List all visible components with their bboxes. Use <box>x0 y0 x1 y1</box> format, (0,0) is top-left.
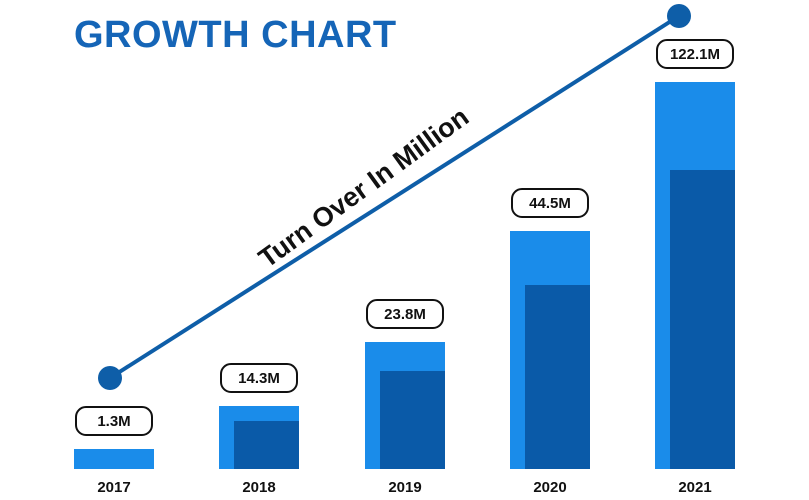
value-label-2020: 44.5M <box>529 195 571 212</box>
bar-inner-2019 <box>380 371 445 469</box>
value-pill-2020 <box>511 188 589 218</box>
category-label-2018: 2018 <box>242 479 275 496</box>
bar-inner-2018 <box>234 421 299 469</box>
value-pill-2021 <box>656 39 734 69</box>
value-pill-2018 <box>220 363 298 393</box>
bar-inner-2020 <box>525 285 590 469</box>
trend-start-marker <box>98 366 122 390</box>
value-label-2019: 23.8M <box>384 306 426 323</box>
value-pill-2017 <box>75 406 153 436</box>
trend-end-marker <box>667 4 691 28</box>
bar-2017 <box>74 449 154 469</box>
category-label-2021: 2021 <box>678 479 711 496</box>
value-label-2017: 1.3M <box>97 413 130 430</box>
bar-inner-2021 <box>670 170 735 469</box>
trend-line <box>108 14 681 380</box>
value-label-2018: 14.3M <box>238 370 280 387</box>
category-label-2019: 2019 <box>388 479 421 496</box>
value-pill-2019 <box>366 299 444 329</box>
value-label-2021: 122.1M <box>670 46 720 63</box>
chart-title: GROWTH CHART <box>74 14 397 56</box>
category-label-2020: 2020 <box>533 479 566 496</box>
category-label-2017: 2017 <box>97 479 130 496</box>
